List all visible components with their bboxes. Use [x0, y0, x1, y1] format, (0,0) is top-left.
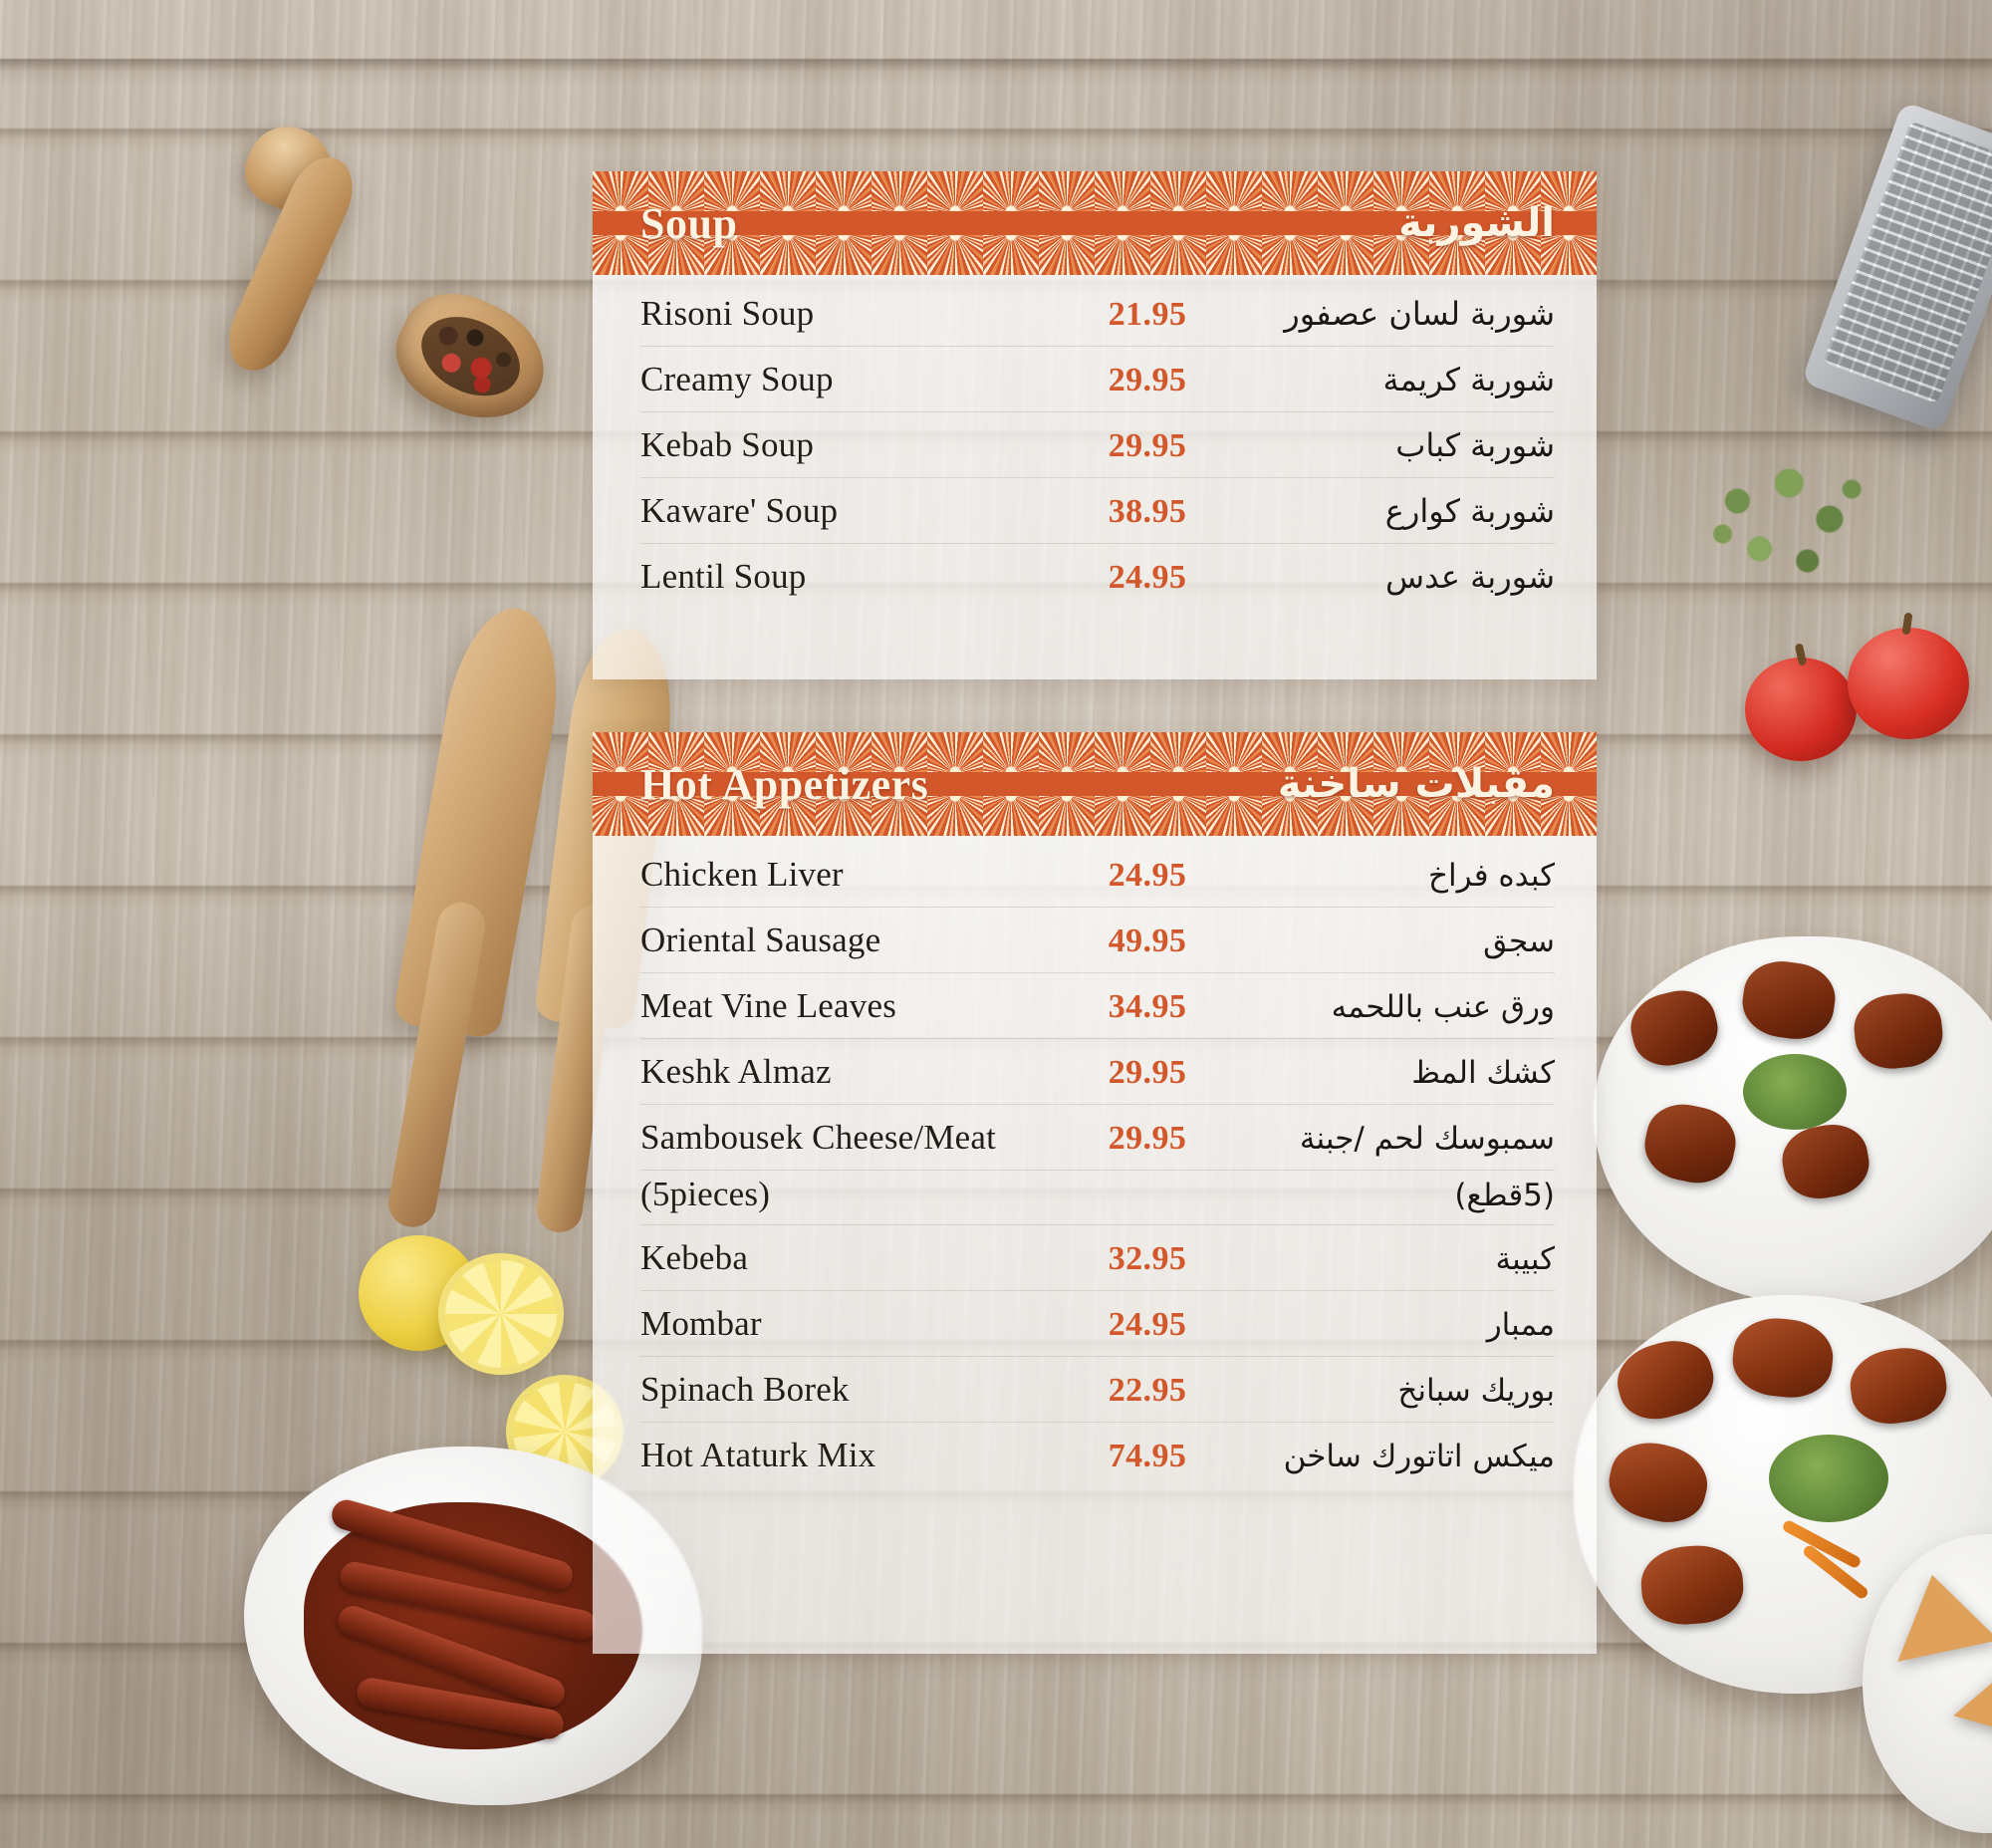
item-price: 29.95	[1108, 427, 1187, 464]
menu-item-row[interactable]: Mombar 24.95 ممبار	[640, 1291, 1555, 1357]
parsley-garnish	[1743, 1054, 1847, 1130]
item-price: 38.95	[1108, 493, 1187, 530]
menu-item-row[interactable]: Spinach Borek 22.95 بوريك سبانخ	[640, 1357, 1555, 1423]
kofta-piece	[1638, 1542, 1746, 1628]
menu-section-soup: Soup الشوربة Risoni Soup 21.95 شوربة لسا…	[593, 171, 1597, 679]
item-name-en: Mombar	[640, 1304, 762, 1343]
item-name-en: Lentil Soup	[640, 557, 807, 596]
item-name-en: Keshk Almaz	[640, 1052, 832, 1091]
parsley-garnish	[1769, 1435, 1888, 1522]
menu-item-row[interactable]: Creamy Soup 29.95 شوربة كريمة	[640, 347, 1555, 412]
item-price: 29.95	[1108, 1054, 1187, 1091]
kofta-piece	[1602, 1434, 1715, 1531]
menu-item-row[interactable]: Keshk Almaz 29.95 كشك المظ	[640, 1039, 1555, 1105]
item-name-ar: ممبار	[1486, 1307, 1555, 1343]
falafel-piece	[1777, 1119, 1874, 1204]
spatula-hole-icon	[444, 972, 463, 991]
falafel-piece	[1738, 955, 1840, 1045]
falafel-piece	[1851, 989, 1946, 1073]
red-apple	[1745, 643, 1857, 761]
item-name-ar: شوربة كباب	[1395, 426, 1555, 464]
item-price: 74.95	[1108, 1438, 1187, 1474]
menu-item-row[interactable]: Sambousek Cheese/Meat 29.95 سمبوسك لحم /…	[640, 1105, 1555, 1171]
menu-item-row[interactable]: Kebab Soup 29.95 شوربة كباب	[640, 412, 1555, 478]
item-name-en: Hot Ataturk Mix	[640, 1436, 876, 1474]
item-name-ar: بوريك سبانخ	[1397, 1373, 1555, 1409]
item-price: 24.95	[1108, 1306, 1187, 1343]
item-name-en: Kebab Soup	[640, 425, 815, 464]
menu-item-row[interactable]: Kebeba 32.95 كبيبة	[640, 1225, 1555, 1291]
item-name-ar: سجق	[1483, 924, 1555, 959]
item-name-ar: ورق عنب باللحمه	[1331, 989, 1555, 1025]
falafel-piece	[1638, 1097, 1742, 1190]
item-price: 29.95	[1108, 1120, 1187, 1157]
item-price: 32.95	[1108, 1240, 1187, 1277]
item-name-ar: شوربة عدس	[1385, 558, 1555, 596]
item-name-ar: شوربة لسان عصفور	[1284, 295, 1555, 333]
item-price: 49.95	[1108, 923, 1187, 959]
section-title-ar: مقبلات ساخنة	[1277, 761, 1555, 807]
item-name-ar: كبده فراخ	[1427, 858, 1555, 894]
item-name-en: Spinach Borek	[640, 1370, 850, 1409]
menu-item-row[interactable]: Kaware' Soup 38.95 شوربة كوارع	[640, 478, 1555, 544]
item-price: 22.95	[1108, 1372, 1187, 1409]
menu-item-row[interactable]: Lentil Soup 24.95 شوربة عدس	[640, 544, 1555, 609]
item-price: 34.95	[1108, 988, 1187, 1025]
apple-stem	[1901, 612, 1913, 636]
item-name-en: Risoni Soup	[640, 294, 815, 333]
sambousek-piece	[1953, 1641, 1992, 1744]
item-price: 21.95	[1108, 296, 1187, 333]
item-price: 24.95	[1108, 559, 1187, 596]
red-apple	[1848, 612, 1969, 739]
item-name-en: Sambousek Cheese/Meat	[640, 1118, 997, 1157]
item-name-ar: كشك المظ	[1411, 1055, 1555, 1091]
kofta-piece	[1846, 1342, 1951, 1430]
item-name-en: Kaware' Soup	[640, 491, 839, 530]
item-name-ar: شوربة كوارع	[1384, 492, 1555, 530]
menu-item-row[interactable]: Chicken Liver 24.95 كبده فراخ	[640, 842, 1555, 908]
item-name-en: Oriental Sausage	[640, 921, 881, 959]
item-name-en: Chicken Liver	[640, 855, 844, 894]
menu-item-row[interactable]: Meat Vine Leaves 34.95 ورق عنب باللحمه	[640, 973, 1555, 1039]
item-name-en: Creamy Soup	[640, 360, 834, 398]
hot-appetizers-item-list: Chicken Liver 24.95 كبده فراخ Oriental S…	[593, 836, 1597, 1497]
menu-section-hot-appetizers: Hot Appetizers مقبلات ساخنة Chicken Live…	[593, 732, 1597, 1654]
section-title-en: Hot Appetizers	[640, 759, 929, 809]
menu-item-row[interactable]: Hot Ataturk Mix 74.95 ميكس اتاتورك ساخن	[640, 1423, 1555, 1487]
section-title-ar: الشوربة	[1398, 200, 1555, 246]
item-subnote-ar: (5قطع)	[1454, 1178, 1555, 1213]
item-name-ar: سمبوسك لحم /جبنة	[1299, 1121, 1555, 1157]
section-title-en: Soup	[640, 198, 738, 248]
soup-item-list: Risoni Soup 21.95 شوربة لسان عصفور Cream…	[593, 275, 1597, 619]
item-name-ar: ميكس اتاتورك ساخن	[1283, 1439, 1555, 1474]
item-name-ar: كبيبة	[1495, 1241, 1555, 1277]
plate-of-falafel	[1594, 936, 1992, 1305]
item-name-en: Kebeba	[640, 1238, 749, 1277]
item-name-ar: شوربة كريمة	[1382, 361, 1555, 398]
section-header-hot-appetizers: Hot Appetizers مقبلات ساخنة	[593, 732, 1597, 836]
sauce-pool	[304, 1496, 642, 1749]
kofta-piece	[1729, 1313, 1837, 1403]
menu-item-row[interactable]: Oriental Sausage 49.95 سجق	[640, 908, 1555, 973]
dried-herbs	[1693, 450, 1877, 600]
lemon-slice	[438, 1253, 564, 1375]
section-header-soup: Soup الشوربة	[593, 171, 1597, 275]
item-price: 24.95	[1108, 857, 1187, 894]
item-price: 29.95	[1108, 362, 1187, 398]
item-name-en: Meat Vine Leaves	[640, 986, 897, 1025]
menu-item-row[interactable]: Risoni Soup 21.95 شوربة لسان عصفور	[640, 281, 1555, 347]
item-subnote-en: (5pieces)	[640, 1175, 771, 1213]
menu-item-subnote-row: (5pieces) (5قطع)	[640, 1171, 1555, 1225]
